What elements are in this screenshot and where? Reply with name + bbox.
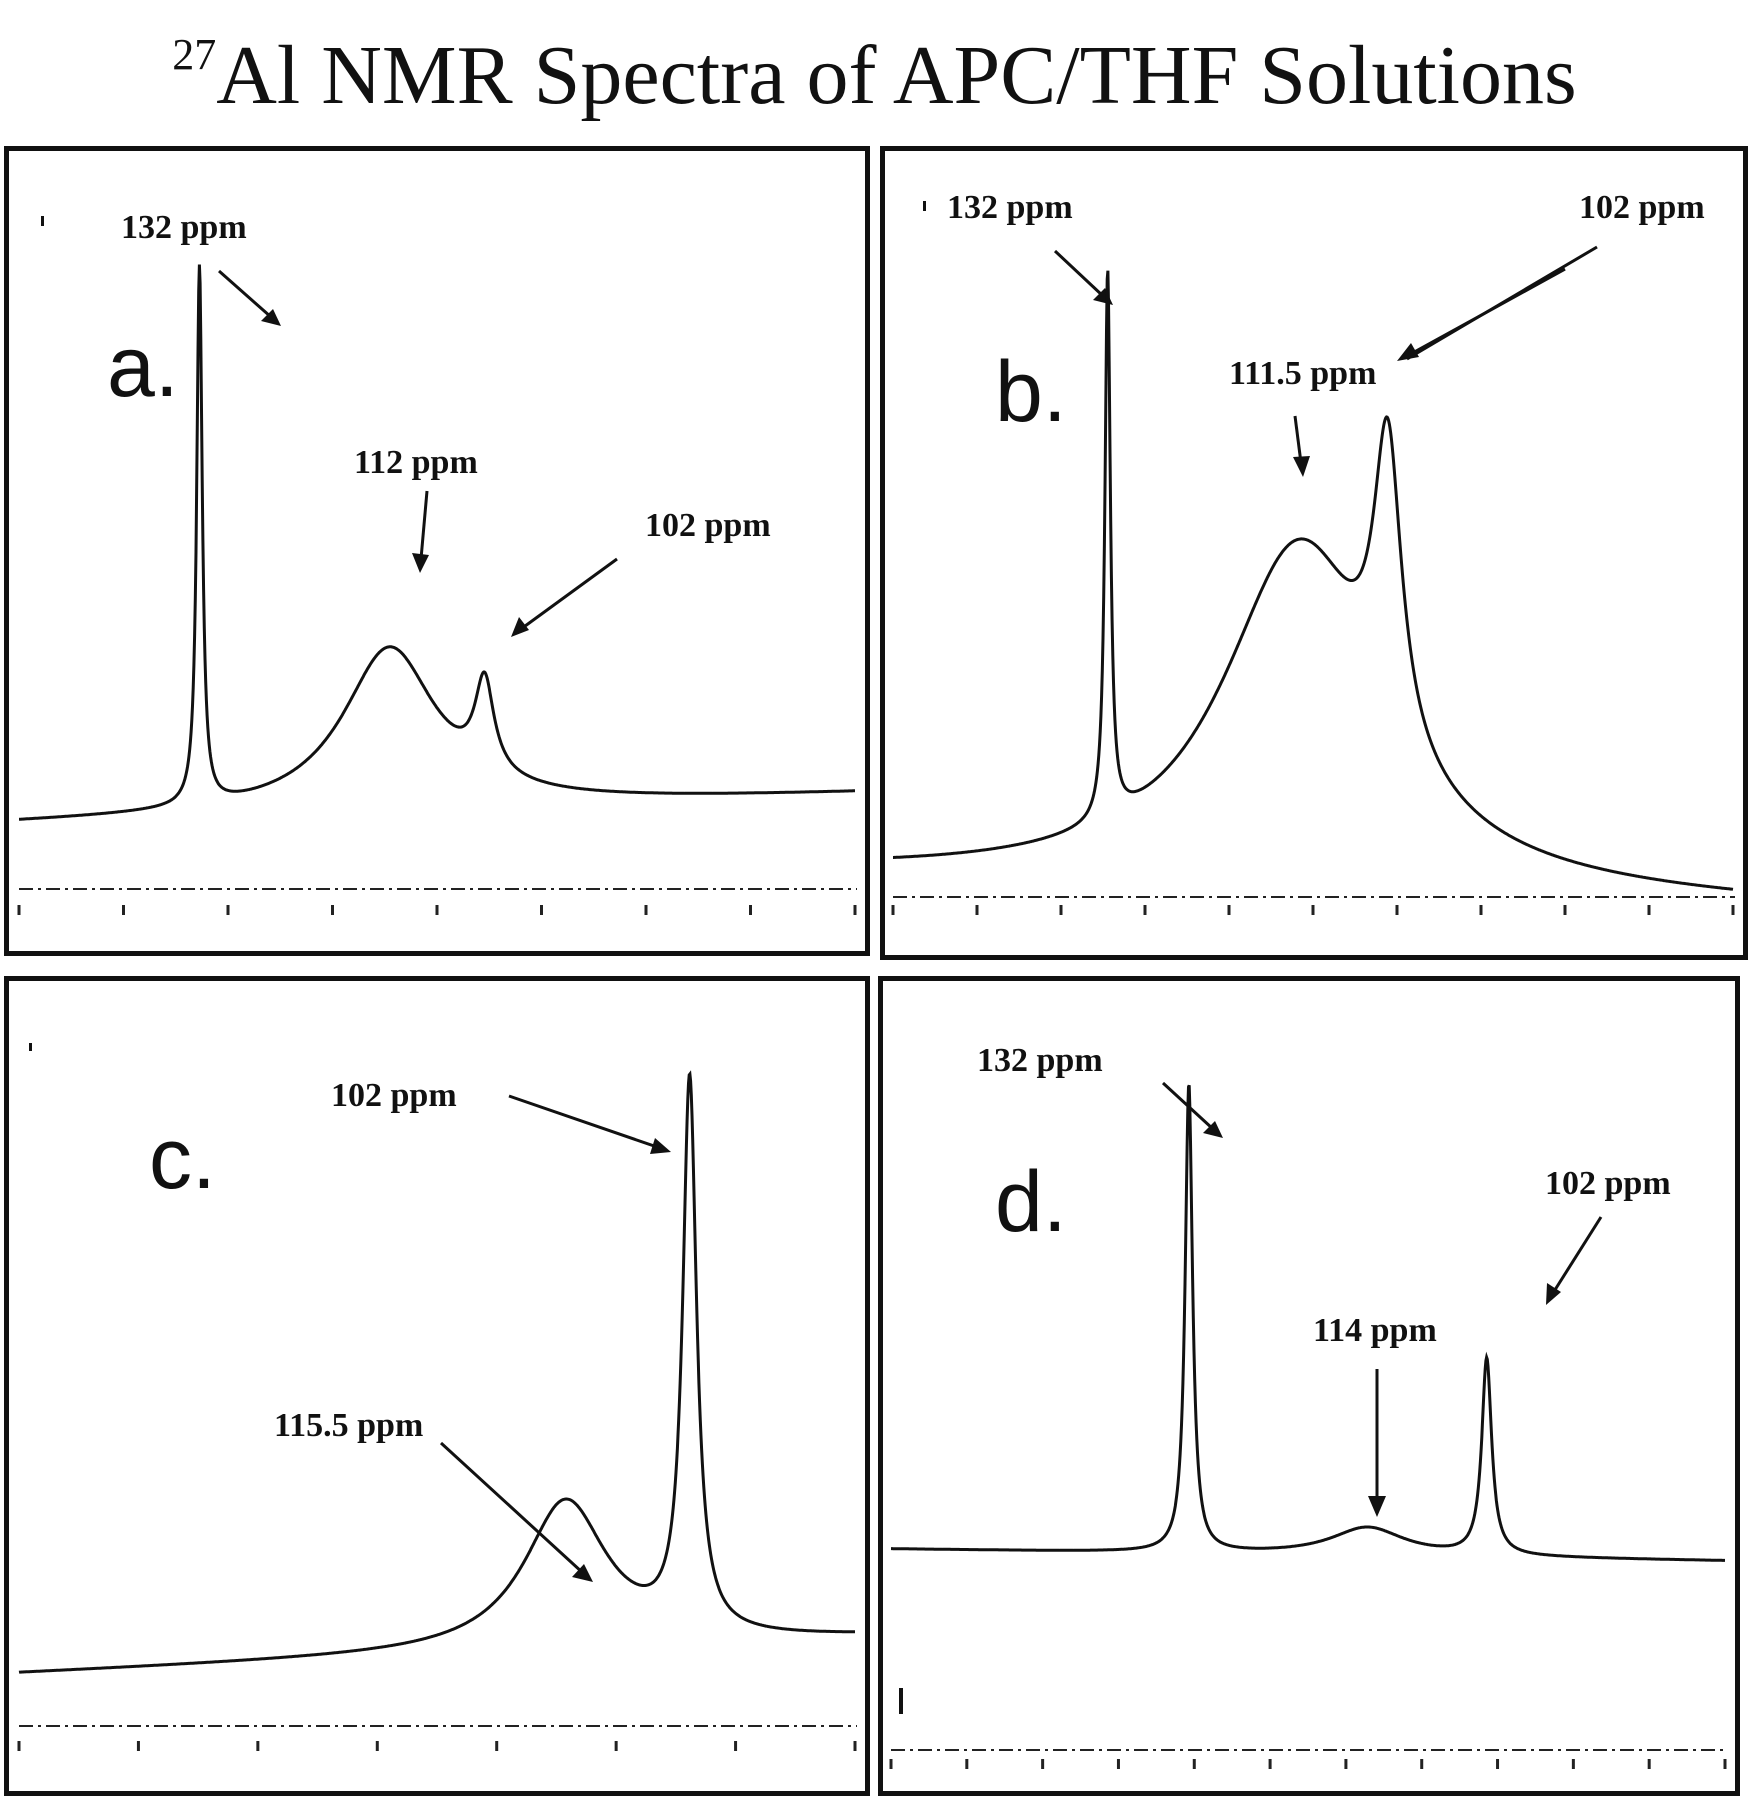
arrow-132 [218,269,272,319]
figure-title-text: 27Al NMR Spectra of APC/THF Solutions [172,0,1576,131]
peak-label-115-5: 115.5 ppm [274,1407,423,1444]
title-main: Al NMR Spectra of APC/THF Solutions [216,29,1577,122]
arrow-111-5 [1293,415,1303,464]
spectrum-trace-c [18,1070,855,1674]
spectrum-trace-b [893,270,1734,891]
isotope-superscript: 27 [172,30,217,79]
peak-label-114: 114 ppm [1313,1312,1437,1349]
spectrum-a-svg: a. 132 ppm 112 ppm 102 ppm [17,209,857,915]
peak-label-102: 102 ppm [331,1077,457,1114]
peak-label-132: 132 ppm [977,1042,1103,1079]
speck-mark [899,1688,903,1714]
arrowhead-132 [261,309,281,326]
arrow-102 [1551,1216,1603,1294]
x-axis-ticks [17,1741,857,1751]
peak-label-112: 112 ppm [354,444,478,481]
arrow-102 [508,1094,658,1149]
arrowhead-132 [1203,1121,1223,1138]
arrowhead-102 [1546,1283,1561,1305]
spectrum-trace-a [19,264,855,821]
figure-title: 27Al NMR Spectra of APC/THF Solutions [0,0,1749,122]
arrowhead-112 [412,553,429,573]
peak-label-132: 132 ppm [121,209,247,246]
spectrum-c-svg: c. 102 ppm 115.5 ppm [17,1043,857,1751]
spectrum-panel-c: c. 102 ppm 115.5 ppm [4,976,870,1796]
spectrum-panel-a: a. 132 ppm 112 ppm 102 ppm [4,146,870,956]
peak-label-102: 102 ppm [645,507,771,544]
peak-label-102: 102 ppm [1579,189,1705,226]
arrowhead-102 [511,617,529,637]
spectrum-panel-b: b. 132 ppm 102 ppm 111.5 ppm [880,146,1748,960]
arrow-112 [419,490,429,560]
speck-mark [41,216,44,226]
spectrum-d-svg: d. 132 ppm 102 ppm 114 ppm [889,1042,1727,1769]
arrow-115-5 [439,1441,585,1575]
arrowhead-102 [650,1138,671,1154]
peak-label-111-5: 111.5 ppm [1229,355,1376,392]
x-axis-ticks [17,905,857,915]
spectrum-b-svg: b. 132 ppm 102 ppm 111.5 ppm [891,189,1735,915]
panel-letter-a: a. [107,319,179,415]
speck-mark [29,1043,32,1051]
peak-label-132: 132 ppm [947,189,1073,226]
panel-letter-c: c. [149,1111,216,1207]
arrow-102 [1408,267,1566,357]
speck-mark [923,201,926,211]
peak-label-102: 102 ppm [1545,1165,1671,1202]
x-axis-ticks [891,905,1735,915]
spectrum-trace-d [891,1084,1725,1562]
panel-letter-d: d. [995,1154,1067,1250]
arrowhead-114 [1368,1496,1386,1517]
x-axis-ticks [889,1759,1727,1769]
spectrum-panel-d: d. 132 ppm 102 ppm 114 ppm [878,976,1740,1796]
arrowhead-102 [1397,343,1419,361]
arrowhead-111-5 [1293,456,1310,477]
arrowhead-115-5 [572,1564,593,1582]
panel-letter-b: b. [995,344,1067,440]
arrow-102 [520,557,618,631]
arrow-132 [1053,249,1105,298]
